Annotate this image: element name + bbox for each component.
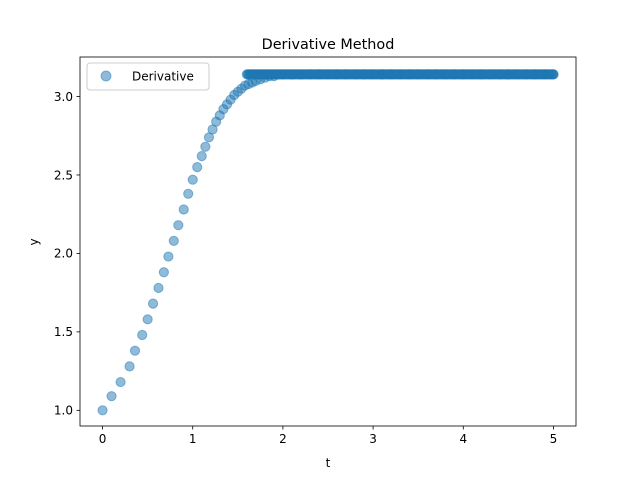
y-axis-label: y xyxy=(27,238,41,245)
x-tick-label: 4 xyxy=(459,432,467,446)
data-point xyxy=(106,391,117,402)
legend-marker xyxy=(100,70,112,82)
x-tick-label: 3 xyxy=(369,432,377,446)
data-point xyxy=(124,361,135,372)
data-point xyxy=(142,314,153,325)
y-tick-label: 2.5 xyxy=(54,168,73,182)
legend-label: Derivative xyxy=(132,70,194,84)
data-point xyxy=(168,235,179,246)
y-tick-label: 1.5 xyxy=(54,325,73,339)
data-point xyxy=(178,204,189,215)
data-point xyxy=(196,151,207,162)
x-tick-label: 0 xyxy=(99,432,107,446)
data-point xyxy=(187,174,198,185)
x-tick-label: 1 xyxy=(189,432,197,446)
data-point xyxy=(183,188,194,199)
y-tick-label: 1.0 xyxy=(54,404,73,418)
data-point xyxy=(97,405,108,416)
data-point xyxy=(200,141,211,152)
chart-title: Derivative Method xyxy=(262,37,395,53)
y-tick-label: 2.0 xyxy=(54,247,73,261)
data-point xyxy=(548,69,559,80)
axes: 0 1 2 3 4 5 1.0 1.5 2.0 2.5 3.0 xyxy=(54,56,577,446)
data-point xyxy=(129,345,141,356)
data-point xyxy=(147,298,159,309)
y-tick-label: 3.0 xyxy=(54,90,73,104)
plot-area xyxy=(97,69,559,416)
x-axis-label: t xyxy=(326,456,331,470)
data-point xyxy=(192,162,203,173)
data-point xyxy=(115,376,126,388)
data-point xyxy=(163,251,174,262)
x-tick-label: 5 xyxy=(550,432,558,446)
plot-frame xyxy=(79,56,577,427)
x-tick-label: 2 xyxy=(279,432,287,446)
data-point xyxy=(158,267,169,278)
data-point xyxy=(173,220,184,231)
data-point xyxy=(153,282,164,294)
legend: Derivative xyxy=(86,62,210,91)
data-point xyxy=(137,329,148,341)
legend-frame xyxy=(86,62,210,91)
